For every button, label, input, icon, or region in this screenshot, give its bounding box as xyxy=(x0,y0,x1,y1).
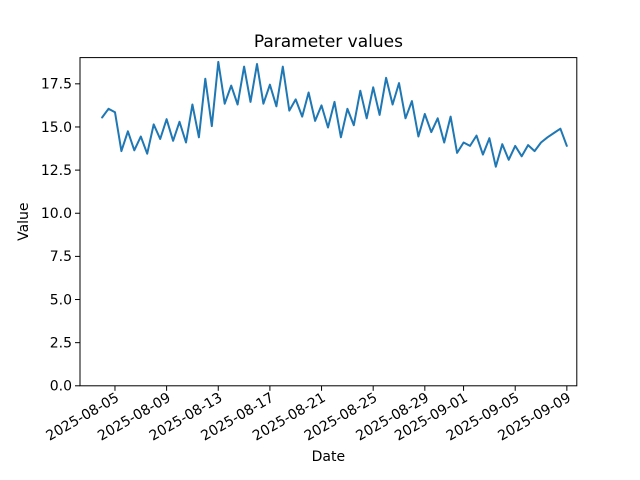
chart-title: Parameter values xyxy=(254,32,403,52)
y-axis-label: Value xyxy=(16,202,32,240)
plot-area: 0.02.55.07.510.012.515.017.52025-08-0520… xyxy=(41,57,578,444)
plot-frame xyxy=(79,57,578,387)
y-tick-label: 17.5 xyxy=(41,77,72,93)
y-tick-label: 0.0 xyxy=(50,379,72,395)
y-tick-label: 15.0 xyxy=(41,120,72,136)
y-tick-label: 5.0 xyxy=(50,292,72,308)
y-tick-label: 2.5 xyxy=(50,335,72,351)
y-tick-label: 12.5 xyxy=(41,163,72,179)
y-tick-label: 10.0 xyxy=(41,206,72,222)
y-tick-label: 7.5 xyxy=(50,249,72,265)
x-axis-label: Date xyxy=(312,449,345,465)
data-line xyxy=(101,60,568,168)
